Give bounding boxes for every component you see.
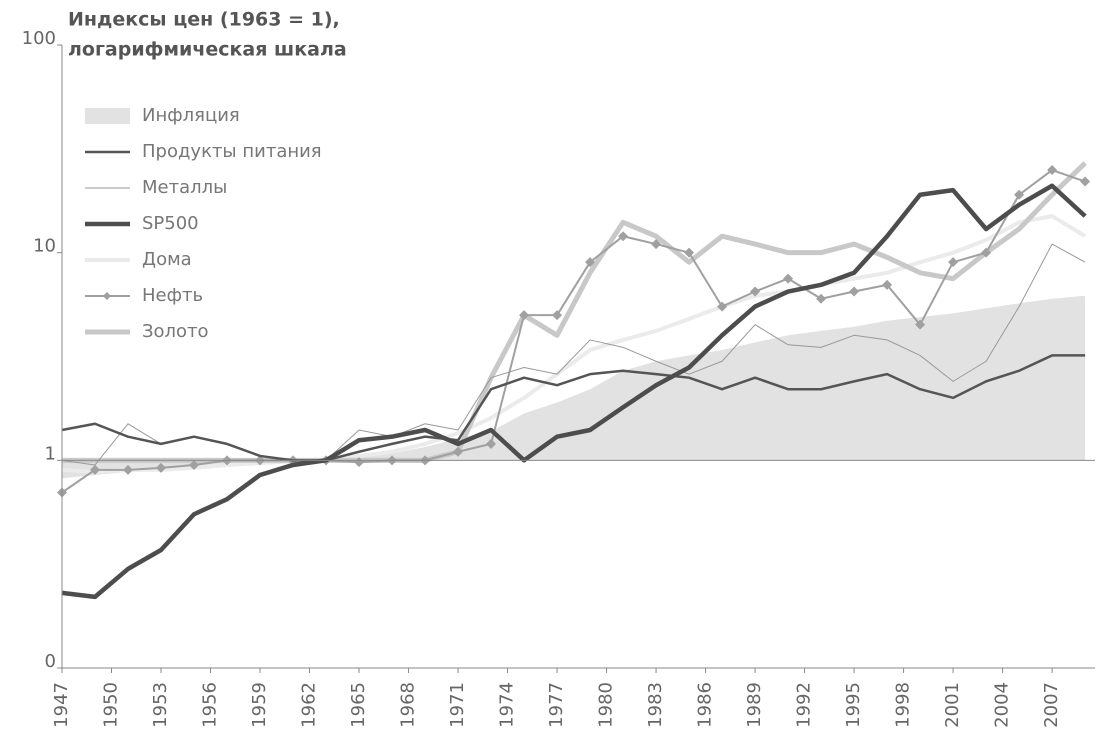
axes: 0 1 10 100 1947 1950 1953 1956 1959 1962 1965 1968 1…	[22, 28, 1095, 728]
x-tick-label: 1992	[794, 682, 815, 728]
marker	[585, 257, 596, 268]
marker	[519, 310, 530, 321]
x-tick-label: 1977	[546, 682, 567, 728]
line	[61, 183, 1087, 600]
x-tick-label: 2007	[1041, 682, 1062, 728]
x-tick-label: 1998	[893, 682, 914, 728]
marker	[354, 457, 365, 468]
marker	[750, 286, 761, 297]
marker	[981, 247, 992, 258]
x-tick-label: 2001	[942, 682, 963, 728]
y-tick-label: 1	[45, 443, 56, 464]
x-tick-label: 1968	[398, 682, 419, 728]
x-tick-label: 1974	[497, 682, 518, 728]
marker	[948, 257, 959, 268]
marker	[1080, 176, 1091, 187]
chart-title: Индексы цен (1963 = 1),	[68, 9, 340, 31]
legend-label: SP500	[142, 213, 199, 234]
legend-label: Инфляция	[142, 105, 240, 126]
marker	[915, 319, 926, 330]
marker	[453, 446, 464, 457]
marker	[882, 279, 893, 290]
marker	[156, 462, 167, 473]
x-tick-label: 1989	[744, 682, 765, 728]
line	[61, 354, 1086, 462]
marker	[189, 459, 200, 470]
marker	[1014, 189, 1025, 200]
legend-label: Продукты питания	[142, 141, 322, 162]
marker	[783, 273, 794, 284]
marker	[486, 438, 497, 449]
chart-subtitle: логарифмическая шкала	[68, 39, 347, 61]
x-tick-label: 1986	[695, 682, 716, 728]
marker	[90, 464, 101, 475]
marker	[618, 231, 629, 242]
x-tick-label: 1950	[101, 682, 122, 728]
x-tick-label: 2004	[992, 682, 1013, 728]
legend: Инфляция Продукты питания Металлы SP500 Дома…	[85, 105, 322, 342]
marker	[552, 310, 563, 321]
marker	[684, 247, 695, 258]
marker	[717, 301, 728, 312]
x-tick-label: 1956	[200, 682, 221, 728]
legend-label: Золото	[142, 321, 209, 342]
legend-marker	[103, 292, 111, 300]
marker	[849, 286, 860, 297]
x-tick-label: 1947	[51, 682, 72, 728]
marker	[123, 464, 134, 475]
x-tick-label: 1953	[150, 682, 171, 728]
x-tick-label: 1959	[249, 682, 270, 728]
x-tick-label: 1965	[348, 682, 369, 728]
x-tick-label: 1980	[596, 682, 617, 728]
marker	[1047, 165, 1058, 176]
legend-label: Нефть	[142, 285, 203, 306]
legend-label: Дома	[142, 249, 192, 270]
x-tick-label: 1971	[447, 682, 468, 728]
y-tick-label: 100	[22, 28, 56, 49]
y-tick-label: 10	[33, 236, 56, 257]
y-tick-label: 0	[45, 651, 56, 672]
x-tick-label: 1995	[843, 682, 864, 728]
area	[62, 295, 1086, 479]
line	[61, 214, 1087, 474]
marker	[816, 293, 827, 304]
x-tick-label: 1962	[299, 682, 320, 728]
marker	[651, 239, 662, 250]
legend-swatch	[85, 108, 130, 124]
plot-area	[57, 161, 1095, 600]
x-tick-label: 1983	[645, 682, 666, 728]
legend-label: Металлы	[142, 177, 227, 198]
